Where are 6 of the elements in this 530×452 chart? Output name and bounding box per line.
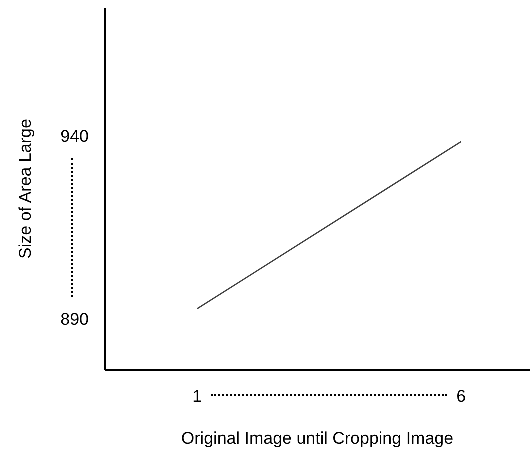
y-tick-label: 940 (60, 127, 89, 146)
x-tick-label: 6 (456, 387, 466, 406)
y-axis-title: Size of Area Large (16, 119, 36, 259)
x-axis-title: Original Image until Cropping Image (181, 429, 454, 448)
y-tick-label: 890 (60, 310, 89, 329)
x-tick-label: 1 (192, 387, 202, 406)
